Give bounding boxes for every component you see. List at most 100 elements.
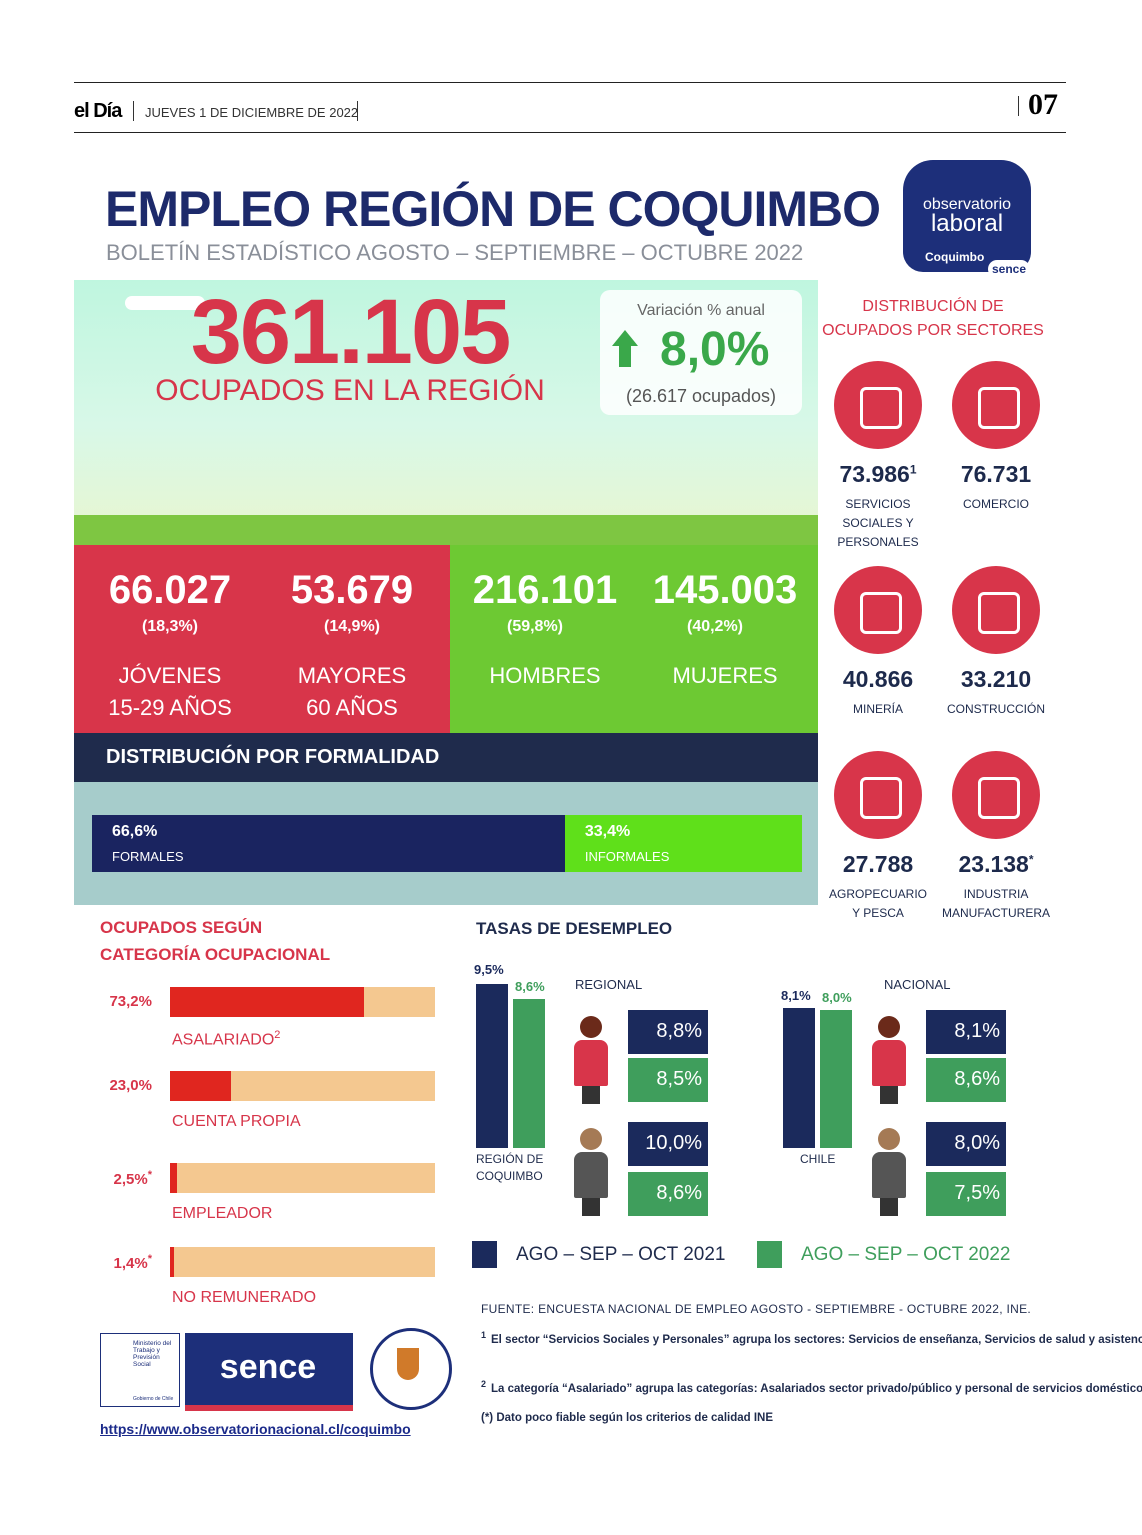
category-bar	[170, 1247, 174, 1277]
youth-panel	[74, 545, 450, 733]
rate-label: 8,1%	[781, 987, 811, 1003]
stat-share: (59,8%)	[506, 618, 564, 635]
rate-box-label: 8,6%	[656, 1182, 702, 1204]
url[interactable]: https://www.observatorionacional.cl/coqu…	[100, 1421, 411, 1437]
formality-bar	[92, 815, 565, 872]
rate-box: 8,0%	[926, 1122, 1006, 1166]
category-track	[170, 1247, 435, 1277]
footnote-mark: 2	[481, 1379, 487, 1389]
brand: el Día	[74, 100, 122, 122]
sector-note: *	[1028, 852, 1034, 867]
arrow	[612, 330, 638, 346]
category-note: 2	[274, 1029, 281, 1041]
variation-detail: (26.617 ocupados)	[625, 386, 777, 406]
rate-box: 8,8%	[628, 1010, 708, 1054]
formality-value: 66,6%	[112, 823, 158, 840]
category-bar	[170, 987, 364, 1017]
formality-header	[74, 733, 818, 782]
sector-label: MINERÍA	[852, 702, 904, 716]
category-name: CUENTA PROPIA	[172, 1113, 301, 1131]
sector-value: 73.9861	[839, 461, 916, 488]
rate-box-label: 8,8%	[656, 1020, 702, 1042]
category-note: *	[147, 1169, 152, 1181]
rate-box-label: 8,1%	[954, 1020, 1000, 1042]
divider	[357, 101, 358, 121]
sence-logo	[185, 1333, 353, 1411]
rate-box: 8,1%	[926, 1010, 1006, 1054]
person	[582, 1086, 600, 1104]
rate-label: 8,6%	[515, 979, 545, 995]
sector-icon	[952, 566, 1040, 654]
title: EMPLEO REGIÓN DE COQUIMBO	[105, 181, 881, 237]
category-value: 23,0%	[109, 1077, 152, 1094]
legend-label: AGO – SEP – OCT 2021	[516, 1244, 726, 1265]
person	[872, 1152, 906, 1198]
sector-glyph	[860, 592, 902, 634]
group-name: NACIONAL	[884, 977, 951, 992]
category-note: *	[147, 1253, 152, 1265]
footnote: 1 El sector “Servicios Sociales y Persona…	[481, 1328, 1142, 1348]
sectors-title: OCUPADOS POR SECTORES	[822, 322, 1044, 339]
stat-label: MUJERES	[672, 663, 778, 688]
rate-box: 10,0%	[628, 1122, 708, 1166]
stat-label: MAYORES	[297, 663, 407, 688]
stat-label: JÓVENES	[118, 663, 222, 688]
stat-share: (18,3%)	[141, 618, 199, 635]
rate-box: 8,5%	[628, 1058, 708, 1102]
stat-label: 15-29 AÑOS	[108, 695, 232, 720]
category-name: EMPLEADOR	[172, 1205, 272, 1223]
sector-value-text: 33.210	[960, 666, 1032, 692]
category-value-text: 23,0%	[109, 1077, 152, 1094]
date: JUEVES 1 DE DICIEMBRE DE 2022	[145, 105, 359, 120]
sector-value-text: 27.788	[842, 851, 914, 877]
source: FUENTE: ENCUESTA NACIONAL DE EMPLEO AGOS…	[481, 1302, 1032, 1316]
categories-title: OCUPADOS SEGÚN	[100, 918, 263, 937]
categories-title: CATEGORÍA OCUPACIONAL	[100, 945, 331, 964]
formality-bar	[564, 815, 802, 872]
sector-label: COMERCIO	[963, 497, 1029, 511]
gender-panel	[450, 545, 818, 733]
legend-swatch	[472, 1241, 497, 1268]
sector-value-text: 76.731	[960, 461, 1032, 487]
footnote: 2 La categoría “Asalariado” agrupa las ca…	[481, 1377, 1142, 1397]
divider	[133, 101, 134, 121]
category-name-text: NO REMUNERADO	[172, 1289, 317, 1306]
logo	[903, 160, 1031, 272]
stat-value: 53.679	[290, 568, 414, 612]
category-name-text: EMPLEADOR	[172, 1205, 273, 1222]
category-value-text: 73,2%	[109, 993, 152, 1010]
category-value: 2,5%*	[114, 1169, 152, 1188]
group-name: REGIONAL	[575, 977, 643, 992]
arrow	[619, 345, 631, 367]
sector-value: 40.866	[843, 666, 913, 693]
rate-box: 8,6%	[926, 1058, 1006, 1102]
sectors-title: DISTRIBUCIÓN DE	[862, 298, 1004, 315]
sector-value-text: 23.138	[958, 851, 1029, 877]
category-value-text: 1,4%	[113, 1255, 148, 1272]
logo-text: laboral	[930, 210, 1004, 237]
sector-glyph	[978, 592, 1020, 634]
sector-glyph	[860, 387, 902, 429]
formality-name: INFORMALES	[584, 849, 670, 864]
rate-box: 8,6%	[628, 1172, 708, 1216]
category-name-text: ASALARIADO	[172, 1031, 275, 1049]
rate-box-label: 8,6%	[954, 1068, 1000, 1090]
sence-text: sence	[219, 1348, 317, 1386]
rate-box-label: 8,0%	[954, 1132, 1000, 1154]
sector-icon	[834, 361, 922, 449]
rate-label: 8,0%	[822, 989, 852, 1005]
sector-value: 33.210	[961, 666, 1031, 693]
person	[878, 1016, 900, 1038]
stat-value: 216.101	[472, 568, 618, 612]
category-name-text: CUENTA PROPIA	[172, 1113, 301, 1130]
formality-name: FORMALES	[112, 849, 184, 864]
subtitle: BOLETÍN ESTADÍSTICO AGOSTO – SEPTIEMBRE …	[106, 240, 804, 265]
hero-label: OCUPADOS EN LA REGIÓN	[155, 374, 545, 407]
ground	[74, 515, 818, 545]
category-value: 1,4%*	[114, 1253, 152, 1272]
person	[574, 1152, 608, 1198]
rate-bar	[820, 1009, 852, 1148]
logo-text: observatorio	[922, 196, 1012, 213]
rate-box-label: 7,5%	[954, 1182, 1000, 1204]
sector-note: 1	[909, 462, 917, 477]
